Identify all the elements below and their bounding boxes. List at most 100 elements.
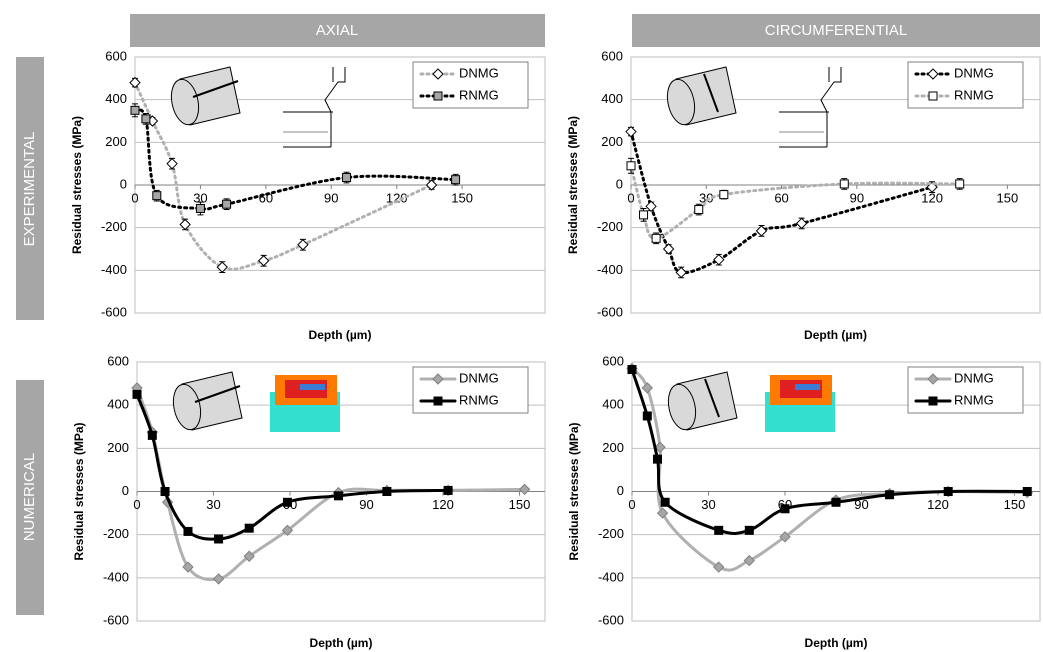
marker (130, 105, 140, 115)
marker (712, 561, 725, 573)
marker (928, 91, 938, 101)
heatmap-band (795, 384, 820, 390)
marker (928, 396, 938, 406)
marker (132, 389, 142, 399)
marker (651, 233, 661, 243)
y-tick-label: -200 (598, 526, 624, 541)
y-tick-label: -200 (597, 219, 623, 234)
cylinder-end (172, 383, 202, 431)
x-tick-label: 150 (1004, 497, 1026, 512)
x-tick-label: 90 (324, 190, 338, 205)
marker (214, 534, 224, 544)
legend-box (907, 61, 1024, 109)
marker (743, 554, 756, 567)
y-tick-label: 400 (602, 397, 624, 412)
legend-box (412, 366, 529, 414)
marker (160, 487, 170, 496)
x-axis-label: Depth (µm) (310, 636, 373, 650)
cylinder-end (170, 78, 200, 126)
marker (161, 496, 174, 508)
x-tick-label: 90 (359, 497, 373, 512)
legend-label: RNMG (954, 392, 994, 407)
marker (694, 205, 704, 215)
marker (885, 490, 895, 500)
marker (297, 239, 309, 251)
marker (943, 487, 953, 496)
y-tick-label: 200 (601, 134, 623, 149)
legend-label: DNMG (459, 370, 499, 385)
x-tick-label: 0 (628, 497, 635, 512)
tool-drawing (283, 67, 346, 148)
marker (282, 497, 292, 507)
marker (955, 179, 965, 189)
y-axis-label: Residual stresses (MPa) (72, 422, 86, 560)
marker (779, 531, 791, 543)
x-axis-label: Depth (µm) (309, 328, 372, 342)
marker (831, 497, 841, 507)
y-tick-label: 400 (105, 91, 127, 106)
marker (195, 203, 205, 213)
marker (675, 266, 687, 279)
y-axis-label: Residual stresses (MPa) (566, 116, 580, 254)
marker (518, 483, 531, 496)
marker (660, 497, 670, 507)
y-tick-label: 200 (107, 440, 129, 455)
series-line (133, 81, 434, 271)
marker (755, 225, 768, 237)
marker (451, 175, 461, 185)
x-tick-label: 30 (699, 190, 713, 205)
legend-box (412, 61, 529, 109)
y-tick-label: 0 (617, 483, 624, 498)
row-header: NUMERICAL (21, 453, 38, 541)
column-header: CIRCUMFERENTIAL (765, 22, 908, 39)
x-tick-label: 120 (921, 190, 943, 205)
x-tick-label: 0 (131, 190, 138, 205)
marker (433, 396, 443, 406)
y-tick-label: 200 (105, 134, 127, 149)
marker (653, 454, 662, 464)
marker (141, 114, 151, 124)
legend-label: DNMG (954, 370, 994, 385)
marker (627, 365, 637, 375)
y-tick-label: 600 (601, 48, 623, 63)
heatmap-band (300, 384, 325, 390)
x-tick-label: 30 (193, 190, 207, 205)
y-tick-label: -200 (103, 526, 129, 541)
x-tick-label: 60 (774, 190, 788, 205)
marker (281, 524, 294, 537)
x-tick-label: 150 (451, 190, 473, 205)
marker (626, 161, 636, 171)
legend-box (907, 366, 1024, 414)
marker (382, 487, 392, 496)
x-tick-label: 30 (206, 497, 220, 512)
marker (839, 179, 849, 189)
y-tick-label: -400 (598, 569, 624, 584)
marker (714, 525, 724, 535)
y-tick-label: 400 (107, 397, 129, 412)
marker (641, 382, 654, 394)
marker (795, 217, 808, 230)
marker (639, 210, 649, 220)
x-tick-label: 150 (997, 190, 1019, 205)
marker (147, 430, 157, 440)
marker (244, 523, 254, 533)
marker (927, 373, 939, 385)
tool-drawing (779, 67, 842, 148)
marker (662, 243, 675, 255)
column-header-box (130, 14, 545, 47)
marker (656, 507, 669, 519)
marker (433, 91, 443, 101)
y-tick-label: 600 (107, 353, 129, 368)
y-tick-label: -200 (101, 219, 127, 234)
marker (432, 373, 444, 385)
marker (926, 181, 938, 193)
marker (432, 68, 444, 80)
marker (222, 199, 232, 209)
marker (713, 253, 725, 266)
marker (744, 525, 754, 535)
x-tick-label: 120 (386, 190, 408, 205)
marker (1022, 487, 1032, 496)
direction-arrow (194, 385, 241, 403)
marker (152, 191, 162, 201)
